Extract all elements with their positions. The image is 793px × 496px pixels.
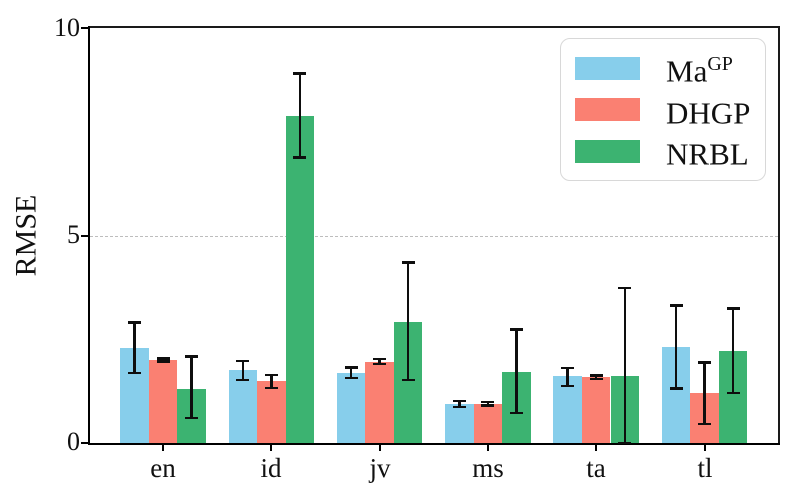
bar-dhgp-ms	[473, 404, 503, 443]
axis-spine-left	[87, 26, 90, 443]
error-bar-cap	[344, 376, 358, 380]
legend-swatch-magp	[575, 56, 640, 80]
error-bar-cap	[669, 387, 683, 390]
x-tick-mark	[595, 445, 597, 452]
x-tick-mark	[487, 445, 489, 452]
error-bar-cap	[561, 366, 575, 370]
error-bar-cap	[236, 378, 250, 382]
error-bar-magp-jv	[349, 367, 353, 378]
error-bar-nrbl-ta	[623, 287, 626, 443]
legend-item-dhgp: DHGP	[575, 94, 751, 129]
error-bar-cap	[698, 422, 711, 426]
error-bar-cap	[481, 404, 495, 407]
y-tick-mark	[81, 27, 88, 29]
legend-item-nrbl: NRBL	[575, 135, 751, 170]
error-bar-dhgp-en	[161, 358, 165, 362]
legend-label-nrbl: NRBL	[666, 136, 749, 172]
error-bar-magp-ms	[458, 401, 461, 407]
error-bar-nrbl-ms	[515, 329, 518, 414]
error-bar-cap	[236, 359, 250, 363]
error-bar-magp-ta	[566, 367, 569, 386]
x-tick-label-ms: ms	[472, 453, 504, 483]
error-bar-cap	[128, 321, 141, 324]
x-tick-mark	[379, 445, 381, 452]
legend-label-dhgp: DHGP	[666, 95, 751, 131]
bar-dhgp-en	[148, 360, 178, 443]
y-tick-mark	[81, 234, 88, 237]
gridline-y5	[90, 235, 778, 237]
x-tick-mark	[162, 445, 164, 452]
axis-spine-right	[778, 26, 780, 443]
error-bar-magp-tl	[674, 305, 678, 389]
error-bar-magp-en	[133, 322, 136, 373]
error-bar-cap	[452, 399, 466, 403]
error-bar-cap	[509, 328, 523, 331]
y-tick-mark	[81, 442, 88, 444]
error-bar-dhgp-ta	[594, 375, 598, 380]
legend-item-magp: MaGP	[575, 52, 751, 87]
error-bar-cap	[589, 374, 603, 377]
error-bar-cap	[618, 441, 632, 445]
error-bar-cap	[373, 357, 387, 361]
y-tick-label-0: 0	[67, 427, 80, 456]
x-tick-label-id: id	[260, 453, 282, 483]
error-bar-dhgp-id	[270, 374, 273, 388]
bar-dhgp-jv	[365, 361, 394, 443]
legend: MaGP DHGP NRBL	[560, 38, 766, 181]
error-bar-cap	[401, 378, 415, 382]
error-bar-cap	[481, 400, 495, 404]
y-tick-label-10: 10	[54, 13, 80, 42]
error-bar-cap	[293, 72, 307, 75]
error-bar-nrbl-jv	[406, 262, 410, 380]
legend-label-magp: MaGP	[666, 53, 733, 89]
bar-magp-jv	[336, 372, 366, 443]
x-tick-label-en: en	[150, 453, 176, 483]
bar-nrbl-id	[285, 116, 315, 443]
error-bar-dhgp-ms	[486, 401, 490, 406]
error-bar-cap	[293, 156, 307, 159]
error-bar-cap	[401, 261, 415, 264]
legend-swatch-nrbl	[575, 139, 640, 163]
y-tick-label-5: 5	[67, 220, 80, 249]
error-bar-cap	[264, 373, 278, 377]
bar-magp-ms	[445, 404, 474, 443]
error-bar-cap	[561, 384, 575, 387]
error-bar-cap	[452, 405, 466, 409]
error-bar-dhgp-jv	[378, 359, 381, 365]
error-bar-cap	[726, 391, 740, 395]
error-bar-cap	[128, 371, 141, 375]
error-bar-cap	[185, 416, 198, 420]
axis-spine-bottom	[87, 443, 780, 446]
error-bar-cap	[618, 286, 632, 289]
error-bar-cap	[344, 366, 358, 369]
x-tick-mark	[704, 445, 706, 452]
x-tick-label-tl: tl	[697, 453, 713, 483]
error-bar-cap	[726, 307, 740, 310]
error-bar-cap	[373, 362, 387, 366]
x-tick-label-ta: ta	[586, 453, 606, 483]
axis-spine-top	[88, 26, 780, 28]
error-bar-cap	[156, 357, 170, 360]
error-bar-magp-id	[241, 360, 245, 380]
error-bar-nrbl-tl	[731, 308, 735, 394]
x-tick-label-jv: jv	[369, 453, 391, 483]
bar-magp-id	[228, 370, 258, 443]
error-bar-nrbl-en	[190, 356, 193, 419]
error-bar-cap	[156, 360, 170, 363]
error-bar-nrbl-id	[298, 73, 302, 158]
error-bar-cap	[698, 361, 711, 364]
error-bar-dhgp-tl	[703, 362, 706, 424]
error-bar-cap	[589, 377, 603, 381]
error-bar-cap	[185, 355, 198, 358]
bar-dhgp-id	[257, 380, 286, 444]
error-bar-cap	[669, 304, 683, 307]
plot-area: en id jv ms ta tl	[81, 26, 780, 483]
error-bar-cap	[264, 386, 278, 390]
error-bar-cap	[509, 411, 523, 415]
bar-dhgp-ta	[581, 377, 611, 443]
legend-swatch-dhgp	[575, 98, 640, 121]
x-tick-mark	[270, 445, 272, 452]
